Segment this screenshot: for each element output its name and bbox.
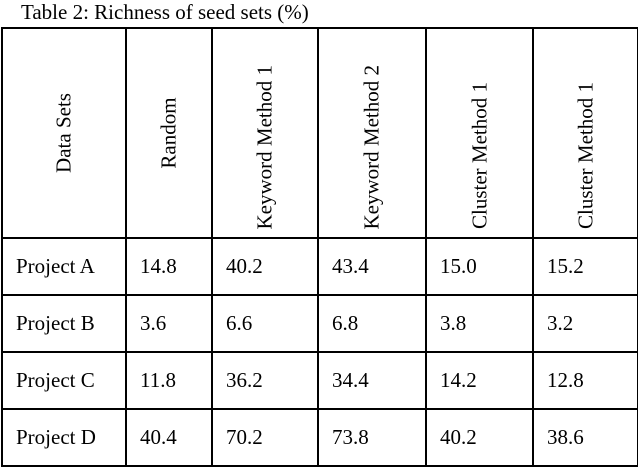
- table-cell: 15.0: [425, 237, 534, 296]
- column-header-label: Data Sets: [51, 93, 76, 173]
- richness-table: Data Sets Random Keyword Method 1 Keywor…: [1, 27, 638, 467]
- column-header-label: Cluster Method 1: [467, 82, 491, 229]
- table-cell: 6.6: [211, 294, 319, 353]
- row-label: Project C: [1, 351, 127, 410]
- table-cell: 3.6: [125, 294, 213, 353]
- column-header-cluster-method-1: Cluster Method 1: [425, 27, 534, 239]
- column-header-label: Cluster Method 1: [573, 82, 597, 229]
- column-header-keyword-method-2: Keyword Method 2: [317, 27, 427, 239]
- table-cell: 70.2: [211, 408, 319, 467]
- row-label: Project D: [1, 408, 127, 467]
- column-header-keyword-method-1: Keyword Method 1: [211, 27, 319, 239]
- table-cell: 38.6: [532, 408, 638, 467]
- header-row: Data Sets Random Keyword Method 1 Keywor…: [1, 27, 638, 239]
- table-row: Project C 11.8 36.2 34.4 14.2 12.8: [1, 351, 638, 410]
- table-cell: 43.4: [317, 237, 427, 296]
- table-cell: 11.8: [125, 351, 213, 410]
- table-cell: 3.8: [425, 294, 534, 353]
- table-cell: 40.2: [211, 237, 319, 296]
- table-cell: 40.4: [125, 408, 213, 467]
- column-header-label: Random: [156, 97, 181, 169]
- table-cell: 14.2: [425, 351, 534, 410]
- table-cell: 73.8: [317, 408, 427, 467]
- table-row: Project A 14.8 40.2 43.4 15.0 15.2: [1, 237, 638, 296]
- column-header-cluster-method-1-second: Cluster Method 1: [532, 27, 638, 239]
- row-label: Project B: [1, 294, 127, 353]
- column-header-label: Keyword Method 2: [359, 64, 384, 229]
- table-row: Project D 40.4 70.2 73.8 40.2 38.6: [1, 408, 638, 467]
- table-cell: 36.2: [211, 351, 319, 410]
- table-cell: 40.2: [425, 408, 534, 467]
- table-caption: Table 2: Richness of seed sets (%): [21, 0, 309, 24]
- table-cell: 34.4: [317, 351, 427, 410]
- row-label: Project A: [1, 237, 127, 296]
- column-header-random: Random: [125, 27, 213, 239]
- table-cell: 15.2: [532, 237, 638, 296]
- table-cell: 6.8: [317, 294, 427, 353]
- table-cell: 14.8: [125, 237, 213, 296]
- column-header-data-sets: Data Sets: [1, 27, 127, 239]
- table-cell: 12.8: [532, 351, 638, 410]
- table-cell: 3.2: [532, 294, 638, 353]
- table-row: Project B 3.6 6.6 6.8 3.8 3.2: [1, 294, 638, 353]
- column-header-label: Keyword Method 1: [252, 64, 277, 229]
